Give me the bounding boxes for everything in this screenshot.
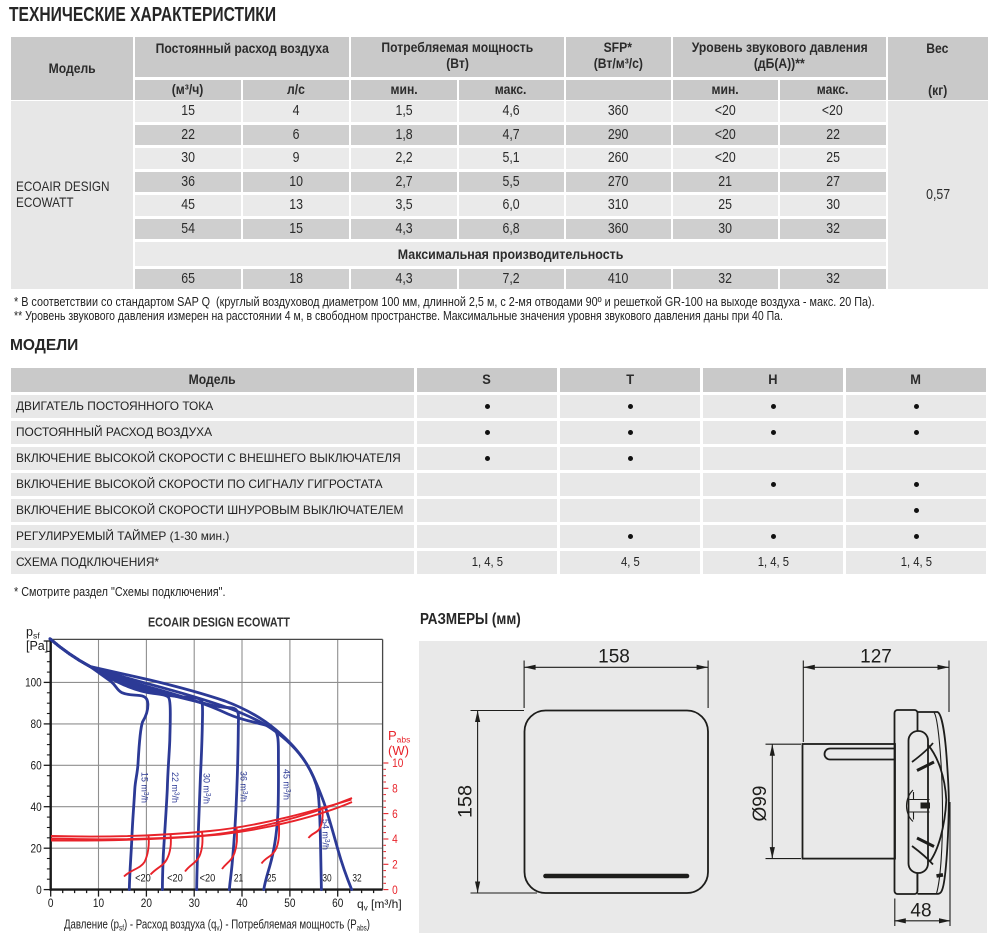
svg-text:22 m3/h: 22 m3/h (169, 772, 180, 803)
svg-text:6: 6 (392, 807, 398, 821)
svg-text:48: 48 (910, 901, 931, 922)
svg-text:32: 32 (352, 873, 361, 885)
svg-text:30 m3/h: 30 m3/h (201, 773, 212, 804)
svg-text:54 m3/h: 54 m3/h (320, 819, 331, 850)
svg-text:4: 4 (392, 832, 398, 846)
svg-text:2: 2 (392, 858, 398, 872)
svg-text:30: 30 (322, 873, 331, 885)
svg-text:40: 40 (31, 800, 42, 814)
svg-text:ECOAIR DESIGN ECOWATT: ECOAIR DESIGN ECOWATT (148, 616, 290, 630)
svg-text:8: 8 (392, 782, 398, 796)
svg-text:21: 21 (234, 873, 243, 885)
svg-text:158: 158 (598, 647, 630, 668)
svg-text:60: 60 (31, 759, 42, 773)
svg-text:40: 40 (236, 896, 247, 910)
svg-text:50: 50 (284, 896, 295, 910)
svg-text:30: 30 (189, 896, 200, 910)
svg-text:36 m3/h: 36 m3/h (238, 771, 249, 802)
svg-text:60: 60 (332, 896, 343, 910)
svg-text:Давление (psf) - Расход воздух: Давление (psf) - Расход воздуха (qv) - П… (64, 917, 370, 933)
svg-text:<20: <20 (135, 873, 151, 885)
svg-text:15 m3/h: 15 m3/h (139, 772, 150, 803)
svg-text:10: 10 (392, 756, 403, 770)
svg-text:0: 0 (48, 896, 54, 910)
svg-text:qv [m³/h]: qv [m³/h] (357, 897, 402, 913)
svg-text:<20: <20 (167, 873, 183, 885)
svg-text:Ø99: Ø99 (750, 786, 771, 822)
svg-text:0: 0 (392, 883, 398, 897)
svg-text:0: 0 (36, 883, 42, 897)
svg-text:127: 127 (860, 647, 892, 668)
svg-text:20: 20 (141, 896, 152, 910)
svg-text:20: 20 (31, 841, 42, 855)
svg-text:10: 10 (93, 896, 104, 910)
svg-text:[Pa]: [Pa] (26, 639, 48, 653)
svg-text:<20: <20 (200, 873, 216, 885)
svg-text:100: 100 (25, 676, 42, 690)
svg-text:80: 80 (31, 717, 42, 731)
svg-text:25: 25 (267, 873, 276, 885)
svg-text:(W): (W) (388, 743, 409, 758)
svg-text:158: 158 (456, 785, 477, 818)
svg-text:45 m3/h: 45 m3/h (281, 769, 292, 800)
